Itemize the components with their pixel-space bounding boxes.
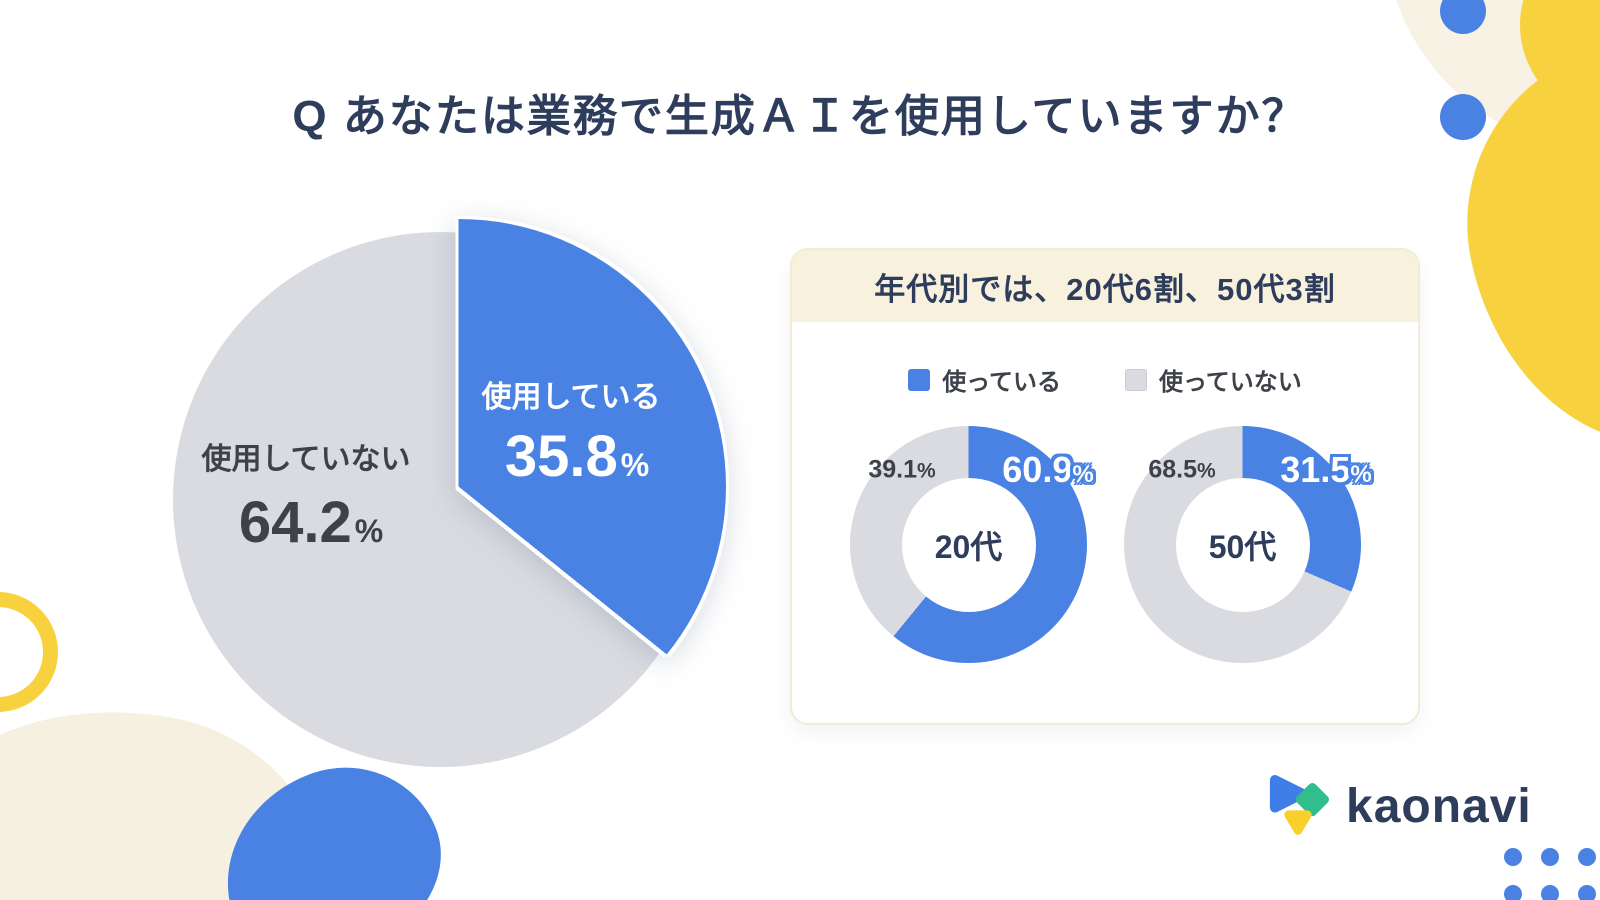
kaonavi-logo-icon: [1269, 775, 1329, 835]
donut-50s-center-label: 50代: [1175, 477, 1310, 612]
pie-using-number: 35.8: [504, 424, 618, 489]
legend-swatch-not-using: [1125, 368, 1147, 391]
deco-blue-dot-grid-bottom-right: [1504, 848, 1596, 900]
donut-50s-using-pct: 31.5%: [1280, 452, 1371, 488]
legend-item-not-using: 使っていない: [1125, 362, 1302, 397]
pie-slice-using: [191, 219, 726, 754]
legend-label-not-using: 使っていない: [1159, 369, 1302, 396]
survey-question-title: Q あなたは業務で生成ＡＩを使用していますか？: [292, 92, 1308, 141]
pie-using-value: 35.8%: [505, 428, 649, 486]
donut-20s-not-using-pct: 39.1%: [868, 455, 936, 484]
pie-not-using-label: 使用していない: [201, 443, 411, 476]
kaonavi-logo-text: kaonavi: [1346, 779, 1532, 833]
percent-sign: %: [1350, 461, 1372, 488]
legend-swatch-using: [908, 368, 931, 391]
legend-item-using: 使っている: [908, 362, 1061, 397]
age-breakdown-card: 年代別では、20代6割、50代3割 使っている 使っていない 20代 39.1%: [790, 248, 1420, 725]
blue-dot: [1578, 848, 1596, 866]
main-pie-chart: 使用していない 64.2% 使用している 35.8%: [173, 210, 763, 770]
blue-dot: [1541, 848, 1559, 866]
donut-20s-using-pct: 60.9%: [1002, 452, 1093, 488]
donut-chart-20s: 20代 39.1% 60.9%: [850, 426, 1094, 663]
donut-20s-using-number: 60.9: [1002, 449, 1073, 490]
kaonavi-logo: kaonavi: [1262, 770, 1532, 842]
donut-50s-not-using-number: 68.5: [1148, 455, 1197, 484]
blue-dot: [1578, 885, 1596, 900]
percent-sign: %: [916, 459, 936, 483]
percent-sign: %: [1072, 461, 1094, 488]
deco-blue-dot-top-2: [1440, 94, 1486, 140]
blue-dot: [1504, 848, 1522, 866]
pie-not-using-value: 64.2%: [239, 494, 383, 552]
donut-chart-50s: 50代 68.5% 31.5%: [1124, 426, 1372, 663]
pie-using-label: 使用している: [481, 381, 661, 414]
donut-50s-using-number: 31.5: [1280, 449, 1351, 490]
percent-sign: %: [1196, 459, 1216, 483]
legend: 使っている 使っていない: [792, 362, 1418, 397]
percent-sign: %: [354, 513, 384, 549]
donut-20s-not-using-number: 39.1: [868, 455, 917, 484]
pie-not-using-number: 64.2: [238, 490, 352, 555]
blue-dot: [1541, 885, 1559, 900]
donut-20s-center-label: 20代: [901, 477, 1036, 612]
donut-50s-not-using-pct: 68.5%: [1148, 455, 1216, 484]
age-breakdown-header: 年代別では、20代6割、50代3割: [792, 250, 1418, 322]
percent-sign: %: [620, 447, 650, 483]
blue-dot: [1504, 885, 1522, 900]
legend-label-using: 使っている: [942, 369, 1061, 396]
